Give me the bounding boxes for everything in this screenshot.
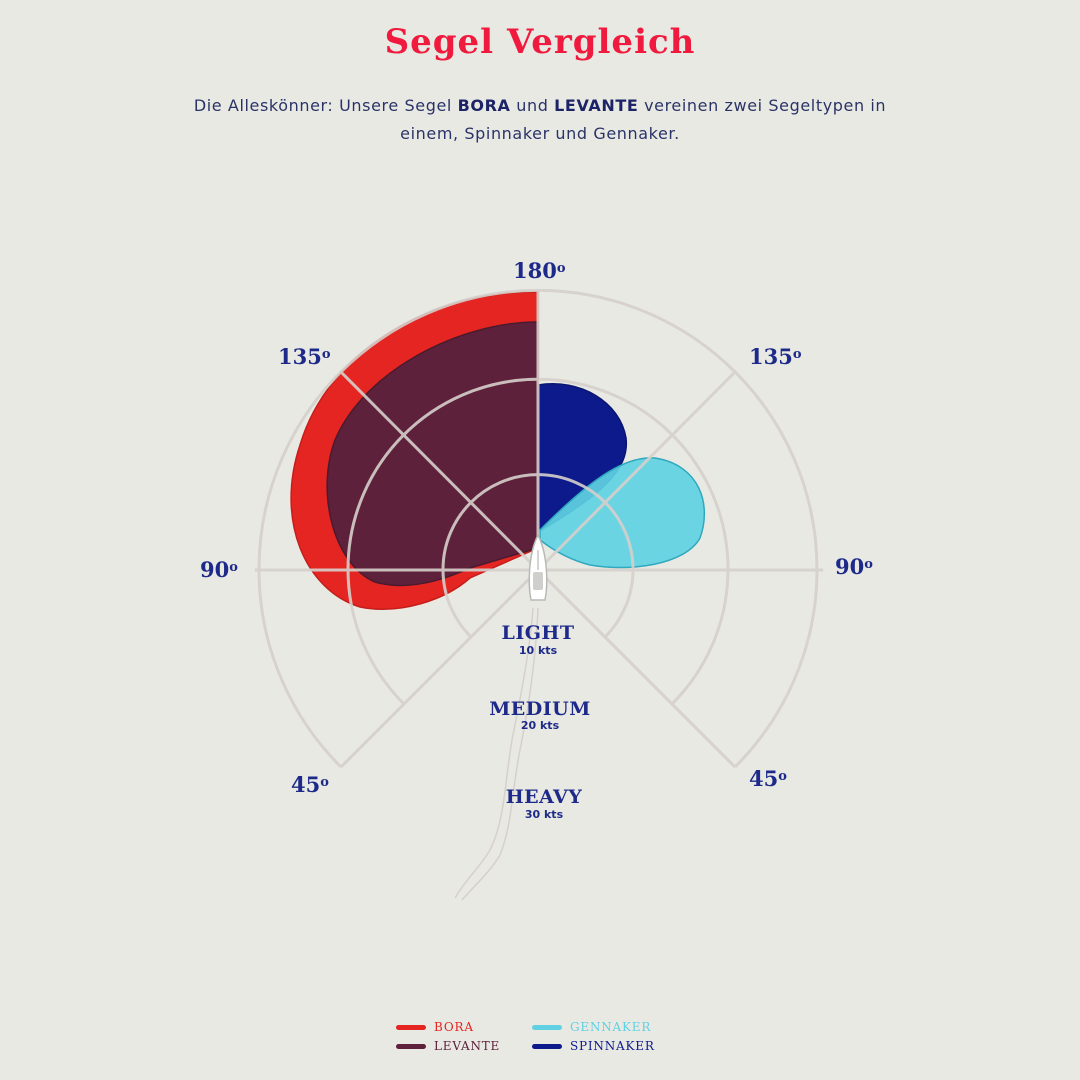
legend-swatch xyxy=(532,1024,562,1030)
angle-value: 180 xyxy=(513,258,557,283)
angle-label-45-right: 45o xyxy=(749,766,787,791)
legend-label: BORA xyxy=(434,1020,474,1034)
legend-swatch xyxy=(396,1043,426,1049)
legend-swatch xyxy=(396,1024,426,1030)
legend-item-gennaker: GENNAKER xyxy=(532,1020,682,1034)
grid-diagonal-lower-right xyxy=(536,568,737,769)
legend-label: GENNAKER xyxy=(570,1020,652,1034)
angle-value: 45 xyxy=(749,766,778,791)
degree-mark: o xyxy=(229,560,238,575)
page-title: Segel Vergleich xyxy=(384,22,696,62)
gennaker-area xyxy=(539,457,706,569)
intro-bold-levante: LEVANTE xyxy=(554,96,639,115)
legend-swatch xyxy=(532,1043,562,1049)
degree-mark: o xyxy=(320,775,329,790)
grid-diagonal-lower-left xyxy=(339,568,540,769)
ring-label-light: LIGHT xyxy=(501,622,574,644)
angle-value: 45 xyxy=(291,772,320,797)
ring-speed-light: 10 kts xyxy=(519,644,558,657)
degree-mark: o xyxy=(557,261,566,276)
legend-label: LEVANTE xyxy=(434,1039,501,1053)
angle-label-45-left: 45o xyxy=(291,772,329,797)
intro-text-part: Die Alleskönner: Unsere Segel xyxy=(193,96,458,115)
angle-value: 135 xyxy=(278,344,322,369)
degree-mark: o xyxy=(793,347,802,362)
degree-mark: o xyxy=(778,769,787,784)
angle-value: 90 xyxy=(200,557,229,582)
grid-diagonal-upper-left xyxy=(339,370,540,572)
legend: BORA GENNAKER LEVANTE SPINNAKER xyxy=(396,1020,696,1053)
ring-speed-medium: 20 kts xyxy=(521,719,560,732)
intro-text-part: vereinen zwei Segeltypen in einem, Spinn… xyxy=(400,96,887,143)
ring-label-medium: MEDIUM xyxy=(489,698,590,720)
intro-text-part: und xyxy=(510,96,555,115)
angle-label-135-left: 135o xyxy=(278,344,331,369)
legend-item-spinnaker: SPINNAKER xyxy=(532,1039,682,1053)
boat-icon xyxy=(528,533,548,601)
angle-label-135-right: 135o xyxy=(749,344,802,369)
legend-item-bora: BORA xyxy=(396,1020,532,1034)
ring-speed-heavy: 30 kts xyxy=(525,808,564,821)
intro-bold-bora: BORA xyxy=(457,96,511,115)
angle-label-180: 180o xyxy=(513,258,566,283)
angle-label-90-left: 90o xyxy=(200,557,238,582)
intro-text: Die Alleskönner: Unsere Segel BORA und L… xyxy=(190,92,890,148)
degree-mark: o xyxy=(864,557,873,572)
angle-value: 135 xyxy=(749,344,793,369)
ring-label-heavy: HEAVY xyxy=(506,786,583,808)
legend-item-levante: LEVANTE xyxy=(396,1039,532,1053)
angle-label-90-right: 90o xyxy=(835,554,873,579)
angle-value: 90 xyxy=(835,554,864,579)
grid-diagonal-upper-right xyxy=(536,370,737,572)
legend-label: SPINNAKER xyxy=(570,1039,655,1053)
degree-mark: o xyxy=(322,347,331,362)
wake-icon xyxy=(454,607,539,901)
